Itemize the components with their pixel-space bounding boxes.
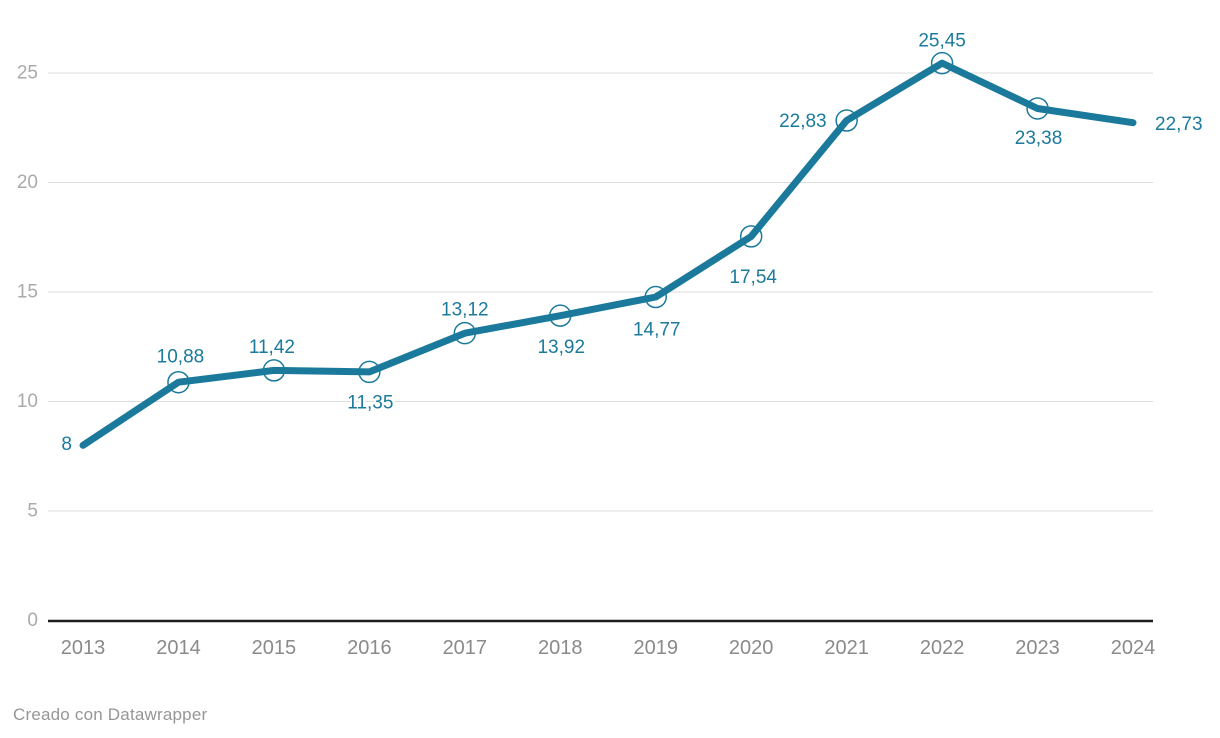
x-axis-tick-label: 2017 <box>443 637 488 659</box>
y-axis-tick-label: 0 <box>27 610 38 631</box>
data-point-marker <box>1026 97 1049 120</box>
x-axis-tick-label: 2018 <box>538 637 583 659</box>
value-label: 23,38 <box>1015 128 1063 149</box>
y-axis-tick-label: 15 <box>17 282 38 303</box>
y-axis-tick-label: 10 <box>17 391 38 412</box>
value-label: 14,77 <box>633 320 681 341</box>
x-axis-tick-label: 2023 <box>1015 637 1060 659</box>
value-label: 11,35 <box>347 392 393 413</box>
data-point-marker <box>644 285 667 309</box>
data-point-marker <box>930 51 954 75</box>
y-axis-tick-label: 25 <box>17 63 38 84</box>
x-axis-tick-label: 2019 <box>633 637 678 659</box>
x-axis-tick-label: 2016 <box>347 637 392 659</box>
data-point-marker <box>835 109 858 132</box>
value-label: 13,12 <box>441 300 489 321</box>
value-label: 22,73 <box>1155 114 1203 135</box>
x-axis-tick-label: 2022 <box>920 637 965 659</box>
data-point-marker <box>453 321 477 345</box>
x-axis-tick-label: 2013 <box>61 637 106 659</box>
data-point-marker <box>262 359 286 382</box>
x-axis-tick-label: 2020 <box>729 637 774 659</box>
data-point-marker <box>739 225 763 248</box>
attribution-link[interactable]: Creado con Datawrapper <box>13 705 208 724</box>
data-line <box>79 59 1137 449</box>
data-point-marker <box>358 360 381 384</box>
y-axis-tick-label: 20 <box>17 172 38 193</box>
x-axis-tick-label: 2024 <box>1111 637 1156 659</box>
data-point-marker <box>167 370 190 394</box>
y-axis-tick-label: 5 <box>27 501 38 522</box>
value-label: 22,83 <box>779 111 827 132</box>
data-point-marker <box>549 304 572 327</box>
x-axis-tick-label: 2021 <box>824 637 869 659</box>
value-label: 10,88 <box>157 347 205 368</box>
value-label: 11,42 <box>249 337 295 358</box>
value-label: 13,92 <box>537 337 585 358</box>
x-axis-tick-label: 2014 <box>156 637 201 659</box>
value-label: 25,45 <box>918 31 966 52</box>
value-label: 8 <box>61 434 72 455</box>
value-label: 17,54 <box>729 267 777 288</box>
x-axis-tick-label: 2015 <box>252 637 297 659</box>
line-chart: 0 5 10 15 20 25 2013 2014 2015 2016 2017 2018 2019 20… <box>17 29 1205 659</box>
